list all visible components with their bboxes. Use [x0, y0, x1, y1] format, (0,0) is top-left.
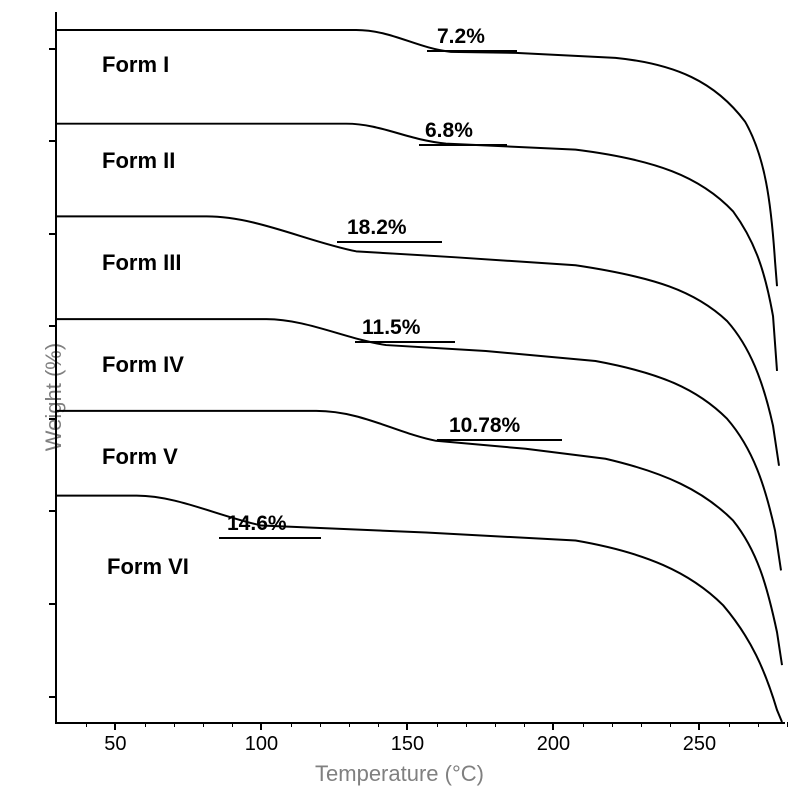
x-tick [260, 722, 262, 730]
percent-label: 14.6% [227, 512, 287, 536]
x-tick [552, 722, 554, 730]
percent-underline [427, 50, 517, 52]
x-tick-minor [378, 722, 379, 727]
x-tick-minor [232, 722, 233, 727]
y-tick [49, 325, 57, 327]
x-tick [698, 722, 700, 730]
percent-underline [219, 537, 321, 539]
x-tick-minor [174, 722, 175, 727]
percent-underline [337, 241, 442, 243]
x-tick-label: 50 [104, 733, 126, 756]
series-label: Form I [102, 52, 169, 78]
curve-form-vi [57, 496, 782, 722]
percent-label: 6.8% [425, 119, 473, 143]
x-tick-minor [495, 722, 496, 727]
series-label: Form V [102, 444, 178, 470]
y-tick [49, 418, 57, 420]
x-tick-minor [145, 722, 146, 727]
series-label: Form II [102, 148, 175, 174]
percent-label: 10.78% [449, 414, 520, 438]
x-tick-minor [203, 722, 204, 727]
x-tick-label: 100 [245, 733, 278, 756]
x-tick-minor [583, 722, 584, 727]
x-tick-minor [729, 722, 730, 727]
x-tick-minor [787, 722, 788, 727]
y-tick [49, 233, 57, 235]
plot-area: 50100150200250Form I7.2%Form II6.8%Form … [55, 12, 785, 724]
x-tick-label: 200 [537, 733, 570, 756]
x-axis-label: Temperature (°C) [315, 761, 484, 787]
series-label: Form III [102, 250, 181, 276]
x-tick-minor [86, 722, 87, 727]
x-tick-minor [466, 722, 467, 727]
x-tick-label: 150 [391, 733, 424, 756]
x-tick-minor [320, 722, 321, 727]
y-tick [49, 603, 57, 605]
x-tick-minor [612, 722, 613, 727]
x-tick-minor [291, 722, 292, 727]
percent-label: 11.5% [362, 316, 420, 340]
x-tick-minor [670, 722, 671, 727]
x-tick-minor [641, 722, 642, 727]
x-tick-minor [758, 722, 759, 727]
percent-underline [419, 144, 507, 146]
series-label: Form IV [102, 352, 184, 378]
percent-underline [355, 341, 455, 343]
x-tick-minor [524, 722, 525, 727]
percent-label: 7.2% [437, 25, 485, 49]
x-tick-label: 250 [683, 733, 716, 756]
tga-chart: Weight (%) Temperature (°C) 501001502002… [0, 0, 799, 793]
series-label: Form VI [107, 554, 189, 580]
x-tick-minor [437, 722, 438, 727]
y-tick [49, 140, 57, 142]
x-tick-minor [349, 722, 350, 727]
x-tick [406, 722, 408, 730]
x-tick [114, 722, 116, 730]
y-tick [49, 48, 57, 50]
percent-label: 18.2% [347, 216, 407, 240]
y-tick [49, 696, 57, 698]
y-tick [49, 510, 57, 512]
percent-underline [437, 439, 562, 441]
